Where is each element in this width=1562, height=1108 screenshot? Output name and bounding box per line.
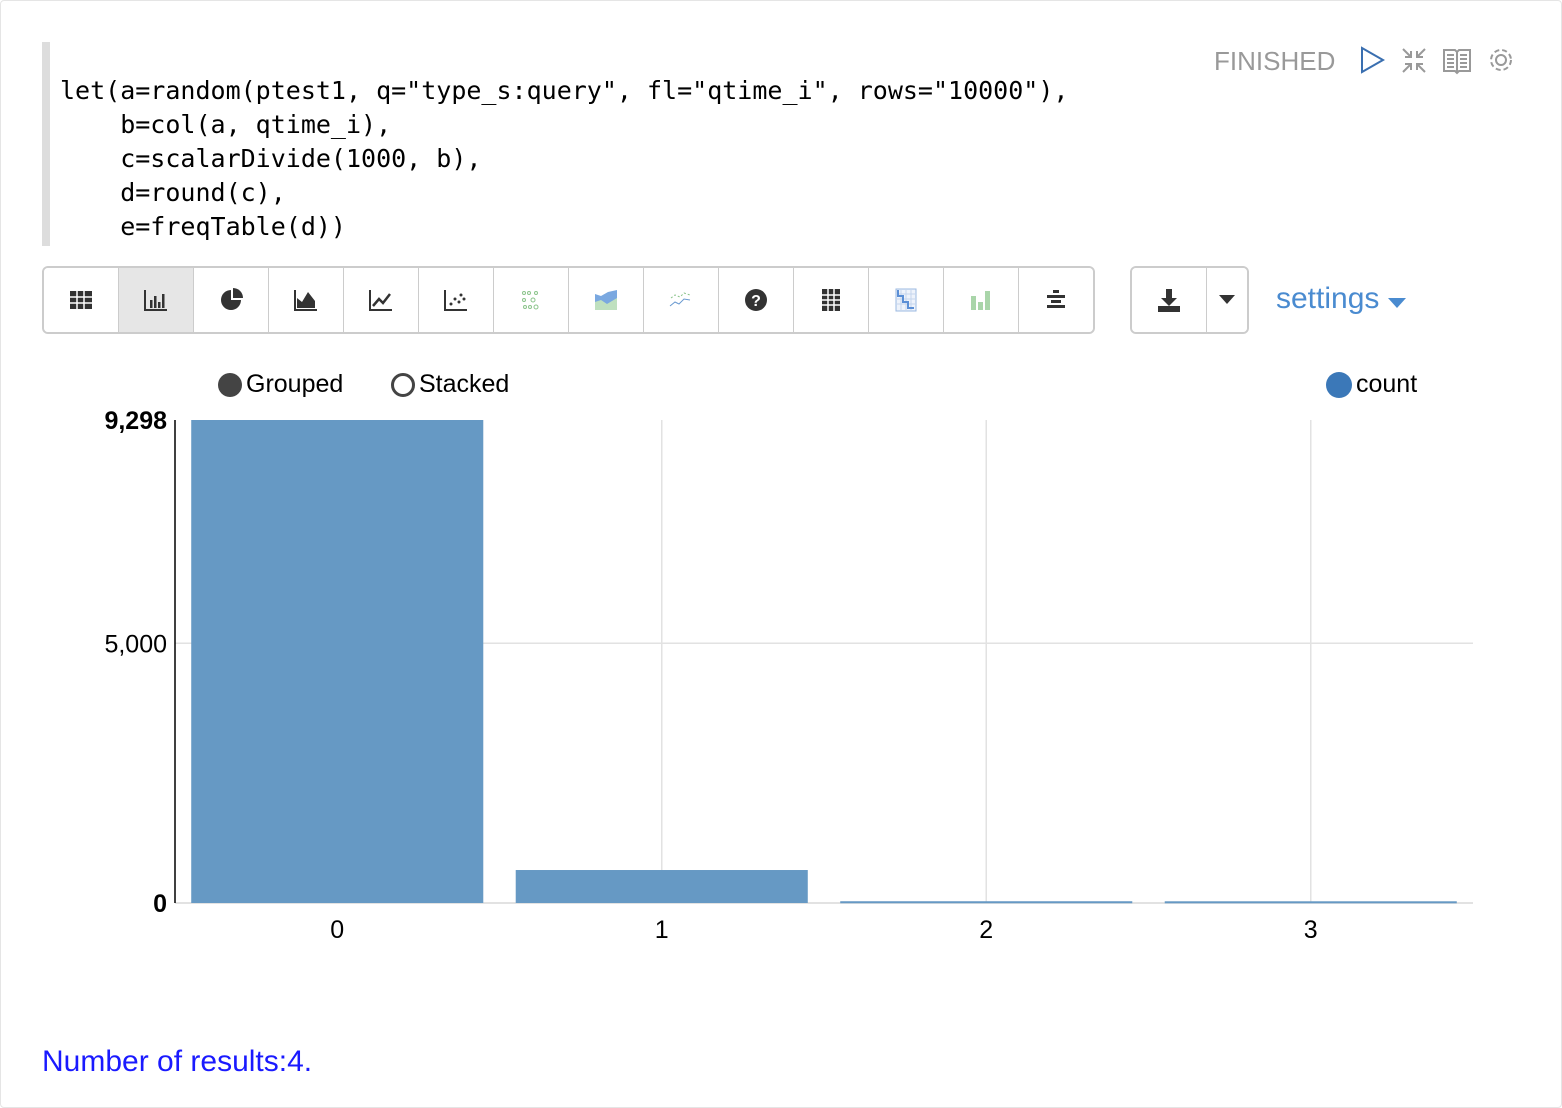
collapse-icon[interactable] xyxy=(1399,44,1429,76)
viz-button-multi-line[interactable] xyxy=(644,268,719,332)
viz-button-pie-chart[interactable] xyxy=(194,268,269,332)
bar xyxy=(840,901,1133,904)
viz-button-grid[interactable] xyxy=(794,268,869,332)
book-icon[interactable] xyxy=(1442,44,1472,76)
viz-button-area-chart[interactable] xyxy=(269,268,344,332)
svg-text:?: ? xyxy=(751,293,761,310)
status-label: FINISHED xyxy=(1214,46,1336,76)
viz-button-bubble-chart[interactable] xyxy=(494,268,569,332)
viz-button-scatter-chart[interactable] xyxy=(419,268,494,332)
series-dot-icon xyxy=(1326,371,1352,398)
pie-chart-icon xyxy=(221,288,243,310)
viz-button-heatmap[interactable] xyxy=(869,268,944,332)
caret-down-icon xyxy=(1219,295,1235,304)
code-line: c=scalarDivide(1000, b), xyxy=(60,144,482,173)
bar xyxy=(515,870,808,903)
legend-item-count[interactable]: count xyxy=(1326,370,1417,399)
stacked-label: Stacked xyxy=(419,370,510,398)
multi-line-icon xyxy=(669,292,691,307)
bar xyxy=(1164,901,1457,904)
y-tick-label: 0 xyxy=(153,890,167,918)
visualization-toolbar: ? xyxy=(42,266,1095,334)
code-editor[interactable]: let(a=random(ptest1, q="type_s:query", f… xyxy=(42,42,1142,246)
stacked-area-icon xyxy=(595,290,617,310)
download-icon xyxy=(1158,289,1180,312)
x-tick-label: 1 xyxy=(655,916,669,944)
bar-chart-icon xyxy=(144,290,167,311)
line-chart-icon xyxy=(369,290,392,311)
bubble-chart-icon xyxy=(522,291,539,310)
x-tick-label: 0 xyxy=(330,916,344,944)
grouped-option[interactable]: Grouped xyxy=(218,370,343,399)
area-chart-icon xyxy=(294,290,317,311)
result-count: Number of results:4. xyxy=(42,1045,313,1078)
viz-button-stacked-area[interactable] xyxy=(569,268,644,332)
code-line: e=freqTable(d)) xyxy=(60,212,346,241)
settings-label: settings xyxy=(1276,282,1380,315)
y-tick-label: 9,298 xyxy=(104,407,167,435)
viz-button-bar-chart[interactable] xyxy=(119,268,194,332)
code-line: d=round(c), xyxy=(60,178,286,207)
bar xyxy=(191,420,484,903)
histogram-icon xyxy=(971,291,990,310)
radio-selected-icon xyxy=(218,372,242,397)
play-icon[interactable] xyxy=(1357,44,1387,76)
grid-icon xyxy=(822,289,840,311)
x-tick-label: 3 xyxy=(1304,916,1318,944)
download-group xyxy=(1130,266,1249,334)
heatmap-icon xyxy=(895,288,917,312)
download-dropdown-button[interactable] xyxy=(1207,268,1247,332)
table-icon xyxy=(70,291,92,309)
grouped-label: Grouped xyxy=(246,370,344,398)
gear-icon[interactable] xyxy=(1486,44,1516,76)
caret-down-icon xyxy=(1387,298,1406,308)
code-line: b=col(a, qtime_i), xyxy=(60,110,392,139)
code-line: let(a=random(ptest1, q="type_s:query", f… xyxy=(60,76,1069,105)
x-tick-label: 2 xyxy=(979,916,993,944)
scatter-chart-icon xyxy=(444,290,467,311)
y-tick-label: 5,000 xyxy=(104,630,167,658)
viz-button-histogram[interactable] xyxy=(944,268,1019,332)
radio-unselected-icon xyxy=(391,372,415,397)
settings-toggle[interactable]: settings xyxy=(1276,282,1406,316)
download-button[interactable] xyxy=(1132,268,1207,332)
viz-button-line-chart[interactable] xyxy=(344,268,419,332)
viz-button-align-center[interactable] xyxy=(1019,268,1093,332)
align-center-icon xyxy=(1047,290,1065,308)
viz-button-table[interactable] xyxy=(44,268,119,332)
viz-button-help[interactable]: ? xyxy=(719,268,794,332)
help-icon: ? xyxy=(745,289,767,311)
legend-label: count xyxy=(1356,370,1418,398)
stacked-option[interactable]: Stacked xyxy=(391,370,509,399)
bar-chart: 0 1 2 3 0 5,000 9,298 xyxy=(104,407,1473,944)
